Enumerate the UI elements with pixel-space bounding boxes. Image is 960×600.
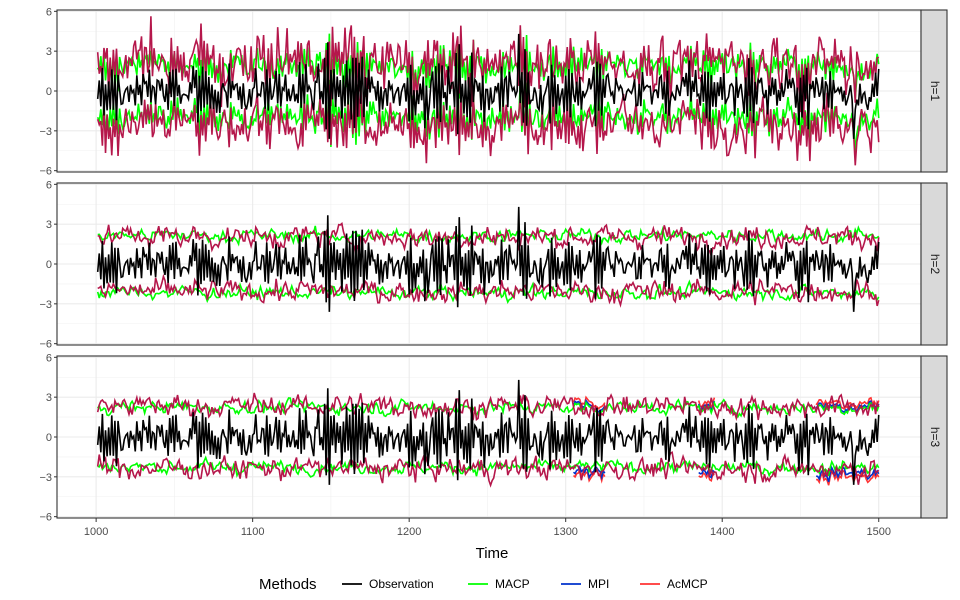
legend-label-macp: MACP [495,577,530,591]
y-tick-label: −6 [39,166,52,178]
y-tick-label: 0 [46,259,52,271]
facet-strip [920,355,948,519]
legend: Methods Observation MACP MPI AcMCP [259,576,708,593]
y-tick-label: 3 [46,219,52,231]
facet-strip [920,9,948,173]
facet-strip-label: h=2 [928,254,942,275]
facet-strip-label: h=1 [928,81,942,102]
x-tick-label: 1400 [710,526,734,538]
band-upper-line [96,392,880,422]
observation-line [96,33,880,139]
band-lower-line [96,82,880,166]
legend-label-observation: Observation [369,577,434,591]
mpi-lower-segment [698,468,715,479]
facet-strip-label: h=3 [928,427,942,448]
x-tick-label: 1100 [241,526,265,538]
legend-label-mpi: MPI [588,577,609,591]
legend-label-acmcp: AcMCP [667,577,708,591]
acmcp-upper-segment [572,395,606,410]
legend-title: Methods [259,576,317,593]
acmcp-lower-segment [816,468,880,486]
x-axis: 1000 1100 1200 1300 1400 1500 [84,518,891,538]
y-tick-label: −6 [39,512,52,524]
band-lower-line [97,273,880,308]
observation-line [96,206,880,312]
panel-lines [96,206,880,312]
panel-lines [96,16,880,166]
y-tick-label: −3 [39,299,52,311]
y-tick-label: 3 [46,392,52,404]
panel-lines [96,379,880,488]
y-tick-label: 6 [46,179,52,191]
y-tick-label: −3 [39,472,52,484]
y-tick-label: −3 [39,126,52,138]
panel-3: −6 −3 0 3 6 h=3 [39,352,948,524]
panel-2: −6 −3 0 3 6 h=2 [39,179,948,351]
x-axis-title: Time [476,545,509,562]
x-tick-label: 1500 [866,526,890,538]
y-tick-label: 0 [46,86,52,98]
x-tick-label: 1200 [397,526,421,538]
y-tick-label: 6 [46,352,52,364]
band-lower-line [96,451,880,488]
macp-lower-line [97,455,880,479]
facet-strip [920,182,948,346]
observation-line [96,379,880,485]
panel-1: −6 −3 0 3 6 h=1 [39,6,948,178]
x-tick-label: 1000 [84,526,108,538]
panels: −6 −3 0 3 6 h=1 −6 −3 0 3 6 h=2 −6 −3 0 3 6 h=3 [39,6,948,524]
y-tick-label: 0 [46,432,52,444]
y-tick-label: 3 [46,46,52,58]
y-tick-label: 6 [46,6,52,18]
y-tick-label: −6 [39,339,52,351]
x-tick-label: 1300 [553,526,577,538]
acmcp-lower-segment [572,468,606,484]
